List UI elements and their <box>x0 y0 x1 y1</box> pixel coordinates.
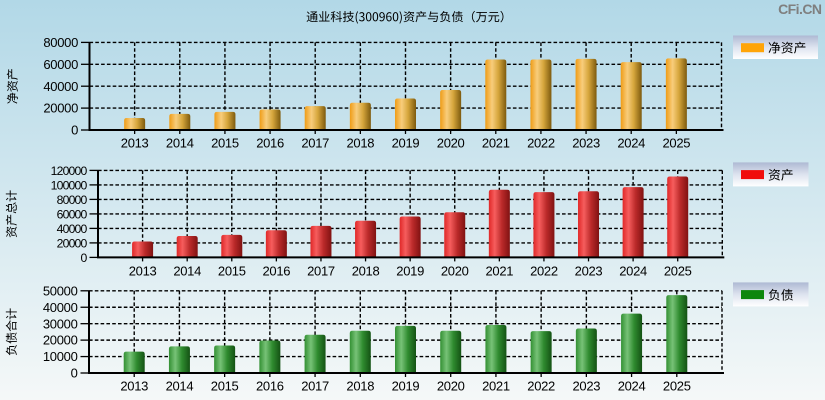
svg-text:2023: 2023 <box>575 264 603 279</box>
svg-text:2013: 2013 <box>121 136 149 151</box>
svg-text:2019: 2019 <box>396 264 424 279</box>
svg-text:50000: 50000 <box>43 283 78 298</box>
svg-text:2018: 2018 <box>352 264 380 279</box>
svg-text:0: 0 <box>71 366 78 381</box>
svg-text:2025: 2025 <box>663 379 691 394</box>
svg-text:80000: 80000 <box>43 35 78 50</box>
svg-text:100000: 100000 <box>51 179 88 193</box>
svg-text:2016: 2016 <box>256 136 284 151</box>
svg-text:2016: 2016 <box>256 379 284 394</box>
svg-text:2021: 2021 <box>482 379 510 394</box>
svg-text:2020: 2020 <box>437 136 465 151</box>
svg-text:2025: 2025 <box>662 136 690 151</box>
svg-text:40000: 40000 <box>57 222 88 236</box>
svg-text:60000: 60000 <box>57 208 88 222</box>
svg-text:2021: 2021 <box>482 136 510 151</box>
svg-text:2019: 2019 <box>392 379 420 394</box>
svg-text:2016: 2016 <box>263 264 291 279</box>
svg-text:2013: 2013 <box>120 379 148 394</box>
svg-text:40000: 40000 <box>43 300 78 315</box>
svg-text:120000: 120000 <box>51 164 88 178</box>
svg-text:0: 0 <box>71 123 78 138</box>
svg-text:2024: 2024 <box>617 136 645 151</box>
svg-text:2015: 2015 <box>211 136 239 151</box>
svg-text:30000: 30000 <box>43 316 78 331</box>
svg-text:2022: 2022 <box>527 136 555 151</box>
svg-text:2018: 2018 <box>346 379 374 394</box>
svg-text:2017: 2017 <box>307 264 335 279</box>
svg-text:20000: 20000 <box>57 237 88 251</box>
svg-text:2022: 2022 <box>530 264 558 279</box>
svg-text:2022: 2022 <box>527 379 555 394</box>
svg-text:60000: 60000 <box>43 57 78 72</box>
svg-text:2017: 2017 <box>301 136 329 151</box>
svg-text:2014: 2014 <box>166 136 194 151</box>
svg-text:2014: 2014 <box>173 264 201 279</box>
svg-text:2024: 2024 <box>619 264 647 279</box>
svg-text:10000: 10000 <box>43 349 78 364</box>
svg-text:2014: 2014 <box>166 379 194 394</box>
svg-text:2021: 2021 <box>485 264 513 279</box>
svg-text:2017: 2017 <box>301 379 329 394</box>
svg-text:2024: 2024 <box>618 379 646 394</box>
svg-text:0: 0 <box>81 251 88 265</box>
svg-text:2020: 2020 <box>441 264 469 279</box>
svg-text:2018: 2018 <box>346 136 374 151</box>
svg-text:80000: 80000 <box>57 193 88 207</box>
svg-text:CFi.CN: CFi.CN <box>778 1 822 17</box>
svg-text:20000: 20000 <box>43 101 78 116</box>
svg-text:2025: 2025 <box>664 264 692 279</box>
svg-text:40000: 40000 <box>43 79 78 94</box>
svg-text:2019: 2019 <box>392 136 420 151</box>
svg-text:2023: 2023 <box>572 379 600 394</box>
svg-text:2013: 2013 <box>129 264 157 279</box>
svg-text:2020: 2020 <box>437 379 465 394</box>
svg-text:2015: 2015 <box>211 379 239 394</box>
svg-text:2015: 2015 <box>218 264 246 279</box>
svg-text:20000: 20000 <box>43 333 78 348</box>
svg-text:2023: 2023 <box>572 136 600 151</box>
